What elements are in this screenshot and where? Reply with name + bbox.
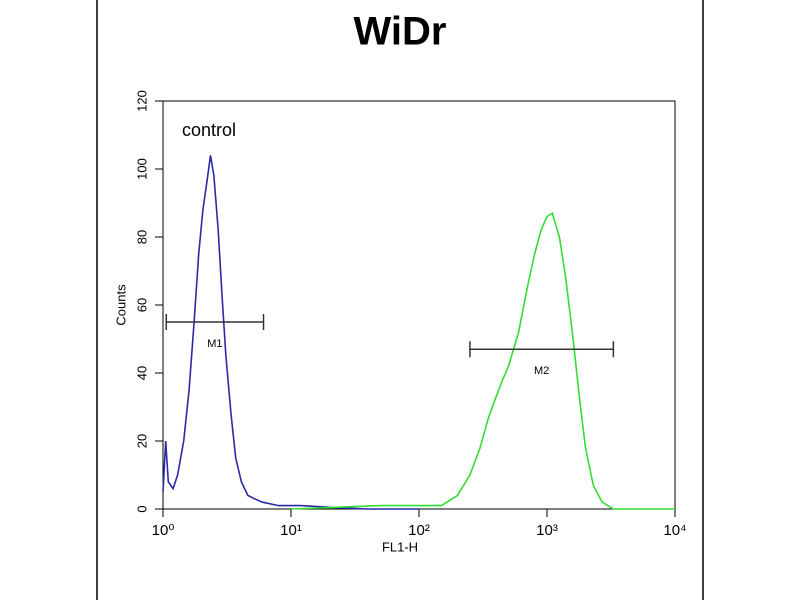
y-tick-label: 120 [134, 90, 149, 112]
x-axis-label: FL1-H [382, 539, 418, 554]
y-tick-label: 20 [134, 434, 149, 448]
y-tick-label: 60 [134, 298, 149, 312]
marker-label: M1 [207, 338, 222, 350]
x-tick-label: 10⁴ [663, 522, 686, 539]
series-label: control [182, 120, 236, 140]
y-tick-label: 0 [134, 505, 149, 512]
marker-label: M2 [534, 365, 549, 377]
chart-title: WiDr [354, 10, 447, 54]
y-tick-label: 80 [134, 230, 149, 244]
series-line [290, 211, 675, 510]
x-tick-label: 10³ [536, 522, 558, 539]
series-line [162, 155, 419, 510]
frame [96, 0, 704, 605]
y-tick-label: 40 [134, 366, 149, 380]
y-axis-label: Counts [113, 284, 128, 326]
x-tick-label: 10⁰ [152, 522, 175, 539]
x-tick-label: 10² [408, 522, 430, 539]
plot-frame [162, 100, 676, 510]
x-tick-label: 10¹ [280, 522, 302, 539]
y-tick-label: 100 [134, 158, 149, 180]
